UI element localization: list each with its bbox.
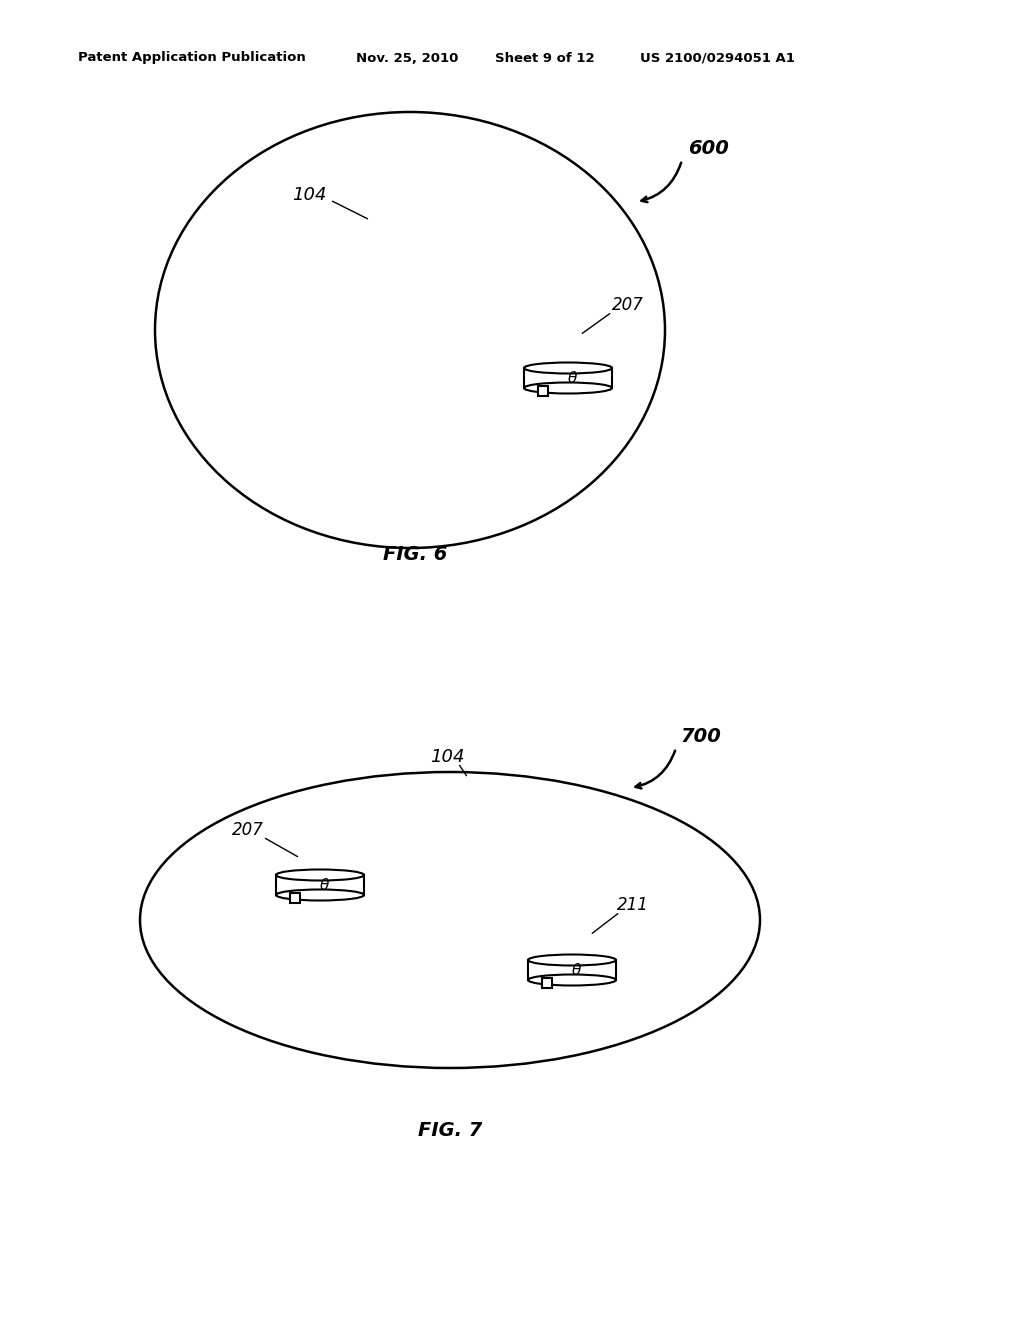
- Text: Nov. 25, 2010: Nov. 25, 2010: [356, 51, 459, 65]
- Text: 700: 700: [680, 727, 721, 747]
- Text: 104: 104: [292, 186, 327, 205]
- Text: $\theta$: $\theta$: [571, 962, 583, 978]
- Ellipse shape: [528, 974, 616, 986]
- Text: US 2100/0294051 A1: US 2100/0294051 A1: [640, 51, 795, 65]
- Text: $\theta$: $\theta$: [319, 876, 331, 894]
- Text: 104: 104: [430, 748, 465, 766]
- Ellipse shape: [524, 383, 612, 393]
- Text: Patent Application Publication: Patent Application Publication: [78, 51, 306, 65]
- Ellipse shape: [276, 890, 364, 900]
- Text: 211: 211: [617, 896, 649, 913]
- Text: Sheet 9 of 12: Sheet 9 of 12: [495, 51, 595, 65]
- Bar: [543, 978, 552, 987]
- Text: 207: 207: [232, 821, 264, 840]
- Bar: [291, 892, 300, 903]
- Text: FIG. 6: FIG. 6: [383, 545, 447, 565]
- Text: 600: 600: [688, 139, 729, 157]
- Text: $\theta$: $\theta$: [567, 370, 579, 385]
- Text: 207: 207: [612, 296, 644, 314]
- Bar: [539, 385, 549, 396]
- Text: FIG. 7: FIG. 7: [418, 1121, 482, 1139]
